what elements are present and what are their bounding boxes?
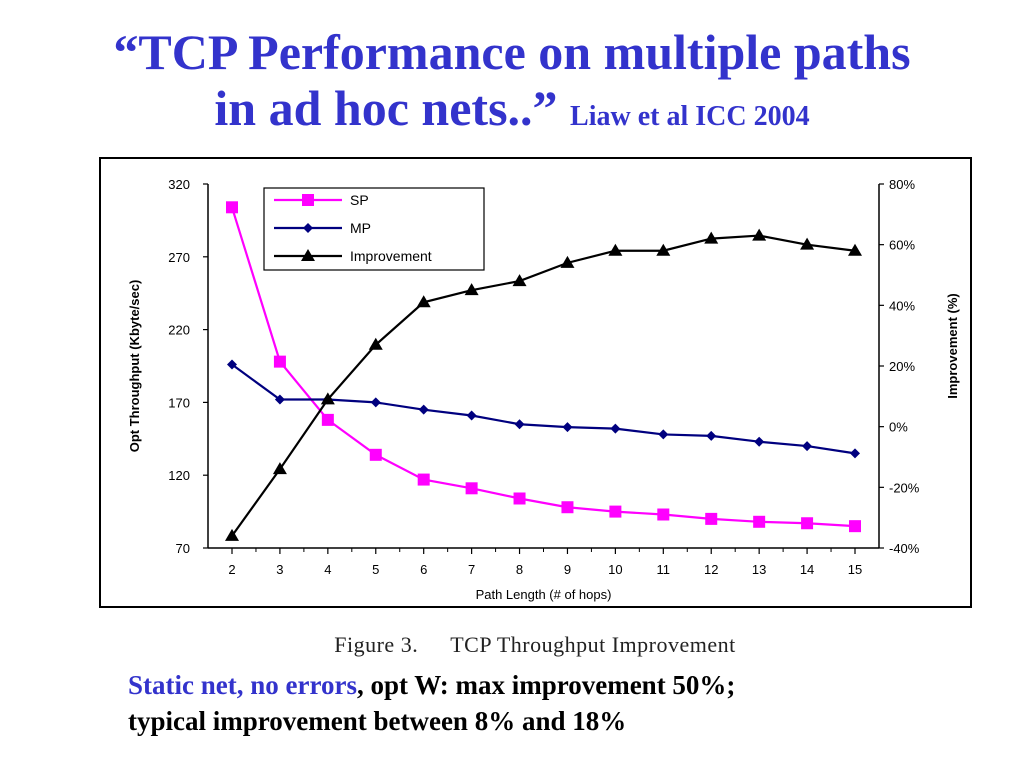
y2-axis-label: Improvement (%) bbox=[945, 293, 960, 398]
citation: Liaw et al ICC 2004 bbox=[570, 101, 810, 132]
legend-label-improvement: Improvement bbox=[350, 248, 432, 264]
point-mp bbox=[754, 436, 765, 447]
series-line-improvement bbox=[231, 234, 856, 537]
x-tick-label: 3 bbox=[276, 562, 283, 577]
point-improvement bbox=[368, 337, 383, 350]
figure-caption: Figure 3. TCP Throughput Improvement bbox=[0, 632, 1024, 658]
point-mp bbox=[466, 410, 477, 421]
point-sp bbox=[369, 448, 382, 461]
point-mp bbox=[658, 429, 669, 440]
note-rest: , opt W: max improvement 50%; bbox=[356, 670, 736, 700]
point-mp bbox=[274, 394, 285, 405]
x-tick-label: 8 bbox=[516, 562, 523, 577]
point-mp bbox=[562, 422, 573, 433]
throughput-chart: 70 120 170 220 270 320 -40% -20% 0% 20% 40% 60% 80% 2… bbox=[127, 177, 960, 602]
x-tick-label: 4 bbox=[324, 562, 331, 577]
series-line-mp bbox=[231, 363, 856, 455]
x-tick-label: 5 bbox=[372, 562, 379, 577]
legend-label-sp: SP bbox=[350, 192, 369, 208]
point-sp bbox=[321, 413, 334, 426]
title-line-1: “TCP Performance on multiple paths bbox=[113, 24, 911, 80]
x-tick-label: 14 bbox=[800, 562, 814, 577]
point-sp bbox=[513, 492, 526, 505]
point-improvement bbox=[320, 392, 335, 405]
caption-text: TCP Throughput Improvement bbox=[450, 632, 736, 657]
y-tick-label: 170 bbox=[168, 395, 190, 410]
point-sp bbox=[609, 505, 622, 518]
point-sp bbox=[561, 501, 574, 514]
point-mp bbox=[514, 419, 525, 430]
point-mp bbox=[850, 448, 860, 459]
y-tick-label: 220 bbox=[168, 323, 190, 338]
x-tick-label: 12 bbox=[704, 562, 718, 577]
point-sp bbox=[226, 201, 238, 214]
y-tick-label: 120 bbox=[168, 468, 190, 483]
point-sp bbox=[801, 517, 814, 530]
series-line-sp bbox=[230, 206, 856, 528]
y2-tick-label: -20% bbox=[889, 480, 920, 495]
point-mp bbox=[227, 359, 237, 370]
point-mp bbox=[706, 430, 717, 441]
x-axis-label: Path Length (# of hops) bbox=[476, 587, 612, 602]
y-tick-label: 70 bbox=[176, 541, 190, 556]
note-line-2: typical improvement between 8% and 18% bbox=[128, 705, 627, 736]
point-improvement bbox=[416, 295, 431, 308]
point-mp bbox=[370, 397, 381, 408]
point-sp bbox=[657, 508, 670, 521]
point-mp bbox=[418, 404, 429, 415]
point-sp bbox=[705, 512, 718, 525]
legend-marker-improvement bbox=[301, 249, 315, 261]
x-tick-label: 13 bbox=[752, 562, 766, 577]
x-tick-label: 6 bbox=[420, 562, 427, 577]
legend-marker-sp bbox=[302, 194, 314, 206]
x-tick-label: 10 bbox=[608, 562, 622, 577]
x-tick-label: 9 bbox=[564, 562, 571, 577]
point-improvement bbox=[704, 231, 719, 244]
title-line-2: in ad hoc nets..” Liaw et al ICC 2004 bbox=[0, 80, 1024, 136]
y2-tick-label: 60% bbox=[889, 238, 915, 253]
point-improvement bbox=[225, 528, 239, 541]
point-sp bbox=[273, 355, 286, 368]
point-improvement bbox=[272, 462, 287, 475]
y-tick-label: 320 bbox=[168, 177, 190, 192]
legend-label-mp: MP bbox=[350, 220, 371, 236]
y-tick-label: 270 bbox=[168, 250, 190, 265]
point-improvement bbox=[608, 243, 623, 256]
point-improvement bbox=[656, 243, 671, 256]
summary-notes: Static net, no errors, opt W: max improv… bbox=[128, 668, 735, 739]
x-tick-label: 2 bbox=[228, 562, 235, 577]
y2-tick-label: 40% bbox=[889, 298, 915, 313]
title-line-2-text: in ad hoc nets..” bbox=[214, 80, 558, 136]
y2-tick-label: 20% bbox=[889, 359, 915, 374]
slide-title: “TCP Performance on multiple paths in ad… bbox=[0, 24, 1024, 136]
point-sp bbox=[753, 515, 766, 528]
point-sp bbox=[417, 473, 430, 486]
note-highlight: Static net, no errors bbox=[128, 670, 357, 700]
note-line-1: Static net, no errors, opt W: max improv… bbox=[128, 668, 735, 704]
y-axis-label: Opt Throughput (Kbyte/sec) bbox=[127, 280, 142, 453]
point-improvement bbox=[848, 243, 862, 256]
x-tick-label: 15 bbox=[848, 562, 862, 577]
point-improvement bbox=[800, 237, 815, 250]
point-sp bbox=[849, 520, 861, 533]
y2-tick-label: -40% bbox=[889, 541, 920, 556]
chart-frame: 70 120 170 220 270 320 -40% -20% 0% 20% 40% 60% 80% 2… bbox=[99, 157, 972, 608]
point-improvement bbox=[560, 255, 575, 268]
point-improvement bbox=[752, 228, 767, 241]
point-sp bbox=[465, 482, 478, 495]
point-improvement bbox=[512, 274, 527, 287]
point-mp bbox=[802, 441, 813, 452]
legend-marker-mp bbox=[303, 223, 313, 233]
y2-tick-label: 0% bbox=[889, 420, 908, 435]
x-tick-label: 7 bbox=[468, 562, 475, 577]
point-improvement bbox=[464, 283, 479, 296]
point-mp bbox=[610, 423, 621, 434]
x-tick-label: 11 bbox=[657, 562, 671, 577]
y2-tick-label: 80% bbox=[889, 177, 915, 192]
caption-label: Figure 3. bbox=[334, 632, 419, 657]
